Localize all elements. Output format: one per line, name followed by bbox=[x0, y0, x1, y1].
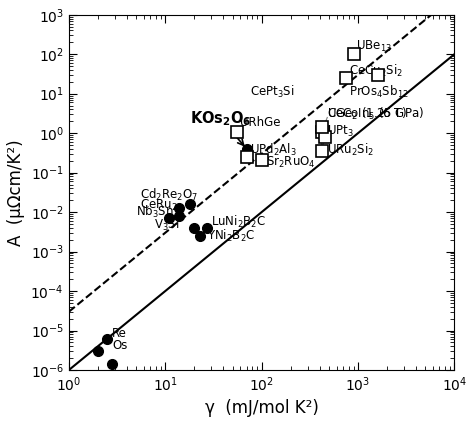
Text: UPd$_2$Al$_3$: UPd$_2$Al$_3$ bbox=[250, 142, 296, 158]
Text: Re: Re bbox=[112, 326, 127, 340]
Text: URhGe: URhGe bbox=[240, 116, 281, 129]
Y-axis label: A  (μΩcm/K²): A (μΩcm/K²) bbox=[7, 139, 25, 245]
Text: Sr$_2$RuO$_4$: Sr$_2$RuO$_4$ bbox=[265, 155, 315, 170]
Text: LuNi$_2$B$_2$C: LuNi$_2$B$_2$C bbox=[211, 214, 266, 230]
Text: Os: Os bbox=[112, 338, 128, 351]
Text: Nb$_3$Sn: Nb$_3$Sn bbox=[136, 204, 174, 220]
Text: CeRu$_2$: CeRu$_2$ bbox=[140, 198, 178, 213]
Text: URu$_2$Si$_2$: URu$_2$Si$_2$ bbox=[327, 142, 374, 158]
X-axis label: γ  (mJ/mol K²): γ (mJ/mol K²) bbox=[205, 399, 319, 417]
Text: CePt$_3$Si: CePt$_3$Si bbox=[250, 84, 294, 100]
Text: UGe$_2$ (1.25 GPa): UGe$_2$ (1.25 GPa) bbox=[327, 106, 424, 122]
Text: CeCoIn$_5$ (6 T): CeCoIn$_5$ (6 T) bbox=[327, 106, 407, 122]
Text: $\bf{KOs_2O_6}$: $\bf{KOs_2O_6}$ bbox=[190, 109, 251, 145]
Text: PrOs$_4$Sb$_{12}$: PrOs$_4$Sb$_{12}$ bbox=[349, 84, 409, 100]
Text: Cd$_2$Re$_2$O$_7$: Cd$_2$Re$_2$O$_7$ bbox=[140, 187, 199, 203]
Text: UBe$_{13}$: UBe$_{13}$ bbox=[356, 39, 392, 54]
Text: UPt$_3$: UPt$_3$ bbox=[327, 124, 354, 139]
Text: CeCu$_2$Si$_2$: CeCu$_2$Si$_2$ bbox=[349, 63, 403, 79]
Text: V$_3$Si: V$_3$Si bbox=[154, 217, 179, 233]
Text: YNi$_2$B$_2$C: YNi$_2$B$_2$C bbox=[207, 228, 255, 244]
